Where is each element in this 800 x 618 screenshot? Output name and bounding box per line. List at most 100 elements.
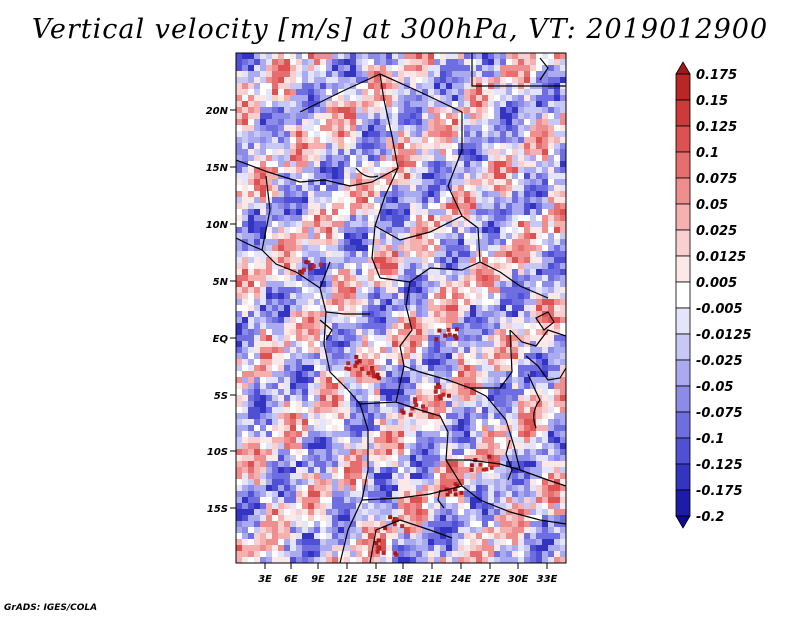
field-cell: [452, 209, 458, 215]
field-cell: [362, 503, 368, 509]
field-cell: [296, 161, 302, 167]
field-cell: [428, 515, 434, 521]
field-cell: [272, 269, 278, 275]
field-cell: [452, 125, 458, 131]
field-cell: [560, 479, 566, 485]
field-cell: [284, 545, 290, 551]
field-cell: [332, 233, 338, 239]
field-cell: [368, 377, 374, 383]
field-cell: [500, 551, 506, 557]
field-cell: [248, 479, 254, 485]
field-cell: [314, 239, 320, 245]
field-cell: [254, 389, 260, 395]
field-cell: [380, 557, 386, 563]
field-cell: [404, 149, 410, 155]
field-cell: [512, 275, 518, 281]
field-cell: [392, 497, 398, 503]
field-cell: [296, 335, 302, 341]
field-cell: [470, 413, 476, 419]
field-cell: [350, 71, 356, 77]
field-cell: [428, 245, 434, 251]
field-cell: [452, 299, 458, 305]
field-cell: [332, 515, 338, 521]
field-cell: [524, 173, 530, 179]
field-cell: [548, 89, 554, 95]
field-cell: [494, 527, 500, 533]
field-cell: [482, 161, 488, 167]
field-cell: [254, 131, 260, 137]
field-cell: [266, 143, 272, 149]
field-cell: [530, 263, 536, 269]
field-cell: [560, 491, 566, 497]
field-cell: [326, 311, 332, 317]
field-cell: [434, 131, 440, 137]
field-cell: [518, 191, 524, 197]
field-cell: [482, 125, 488, 131]
field-cell: [308, 485, 314, 491]
field-cell: [326, 515, 332, 521]
field-cell: [440, 545, 446, 551]
field-cell: [368, 467, 374, 473]
field-cell: [416, 461, 422, 467]
field-cell: [344, 257, 350, 263]
field-cell: [500, 65, 506, 71]
field-cell: [260, 131, 266, 137]
field-cell: [350, 377, 356, 383]
field-cell: [494, 467, 500, 473]
field-cell: [308, 365, 314, 371]
field-cell: [422, 359, 428, 365]
field-cell: [554, 503, 560, 509]
field-cell: [380, 491, 386, 497]
field-cell: [464, 461, 470, 467]
field-cell: [548, 551, 554, 557]
field-cell: [236, 407, 242, 413]
field-cell: [536, 545, 542, 551]
field-cell: [488, 227, 494, 233]
field-cell: [236, 323, 242, 329]
field-cell: [428, 287, 434, 293]
field-cell: [554, 353, 560, 359]
field-cell: [272, 281, 278, 287]
field-cell: [248, 359, 254, 365]
field-cell: [368, 269, 374, 275]
field-cell: [458, 329, 464, 335]
field-cell: [488, 371, 494, 377]
field-cell: [386, 59, 392, 65]
field-cell: [242, 179, 248, 185]
field-cell: [290, 527, 296, 533]
field-cell: [440, 299, 446, 305]
field-cell: [494, 101, 500, 107]
field-cell: [392, 389, 398, 395]
field-cell: [542, 113, 548, 119]
field-cell: [344, 347, 350, 353]
field-cell: [260, 293, 266, 299]
field-cell: [278, 449, 284, 455]
field-cell: [482, 251, 488, 257]
field-cell: [530, 467, 536, 473]
field-cell: [386, 395, 392, 401]
field-cell: [290, 371, 296, 377]
field-cell: [362, 551, 368, 557]
field-cell: [248, 419, 254, 425]
field-cell: [290, 221, 296, 227]
field-cell: [374, 143, 380, 149]
field-cell: [440, 539, 446, 545]
field-cell: [278, 521, 284, 527]
field-cell: [314, 143, 320, 149]
field-cell: [272, 107, 278, 113]
field-cell: [404, 65, 410, 71]
field-cell: [344, 366, 349, 371]
field-cell: [284, 215, 290, 221]
field-cell: [554, 233, 560, 239]
field-cell: [512, 485, 518, 491]
field-cell: [296, 299, 302, 305]
field-cell: [356, 209, 362, 215]
field-cell: [404, 425, 410, 431]
field-cell: [284, 425, 290, 431]
field-cell: [284, 419, 290, 425]
field-cell: [560, 125, 566, 131]
field-cell: [344, 191, 350, 197]
field-cell: [458, 119, 464, 125]
field-cell: [386, 317, 392, 323]
field-cell: [242, 461, 248, 467]
